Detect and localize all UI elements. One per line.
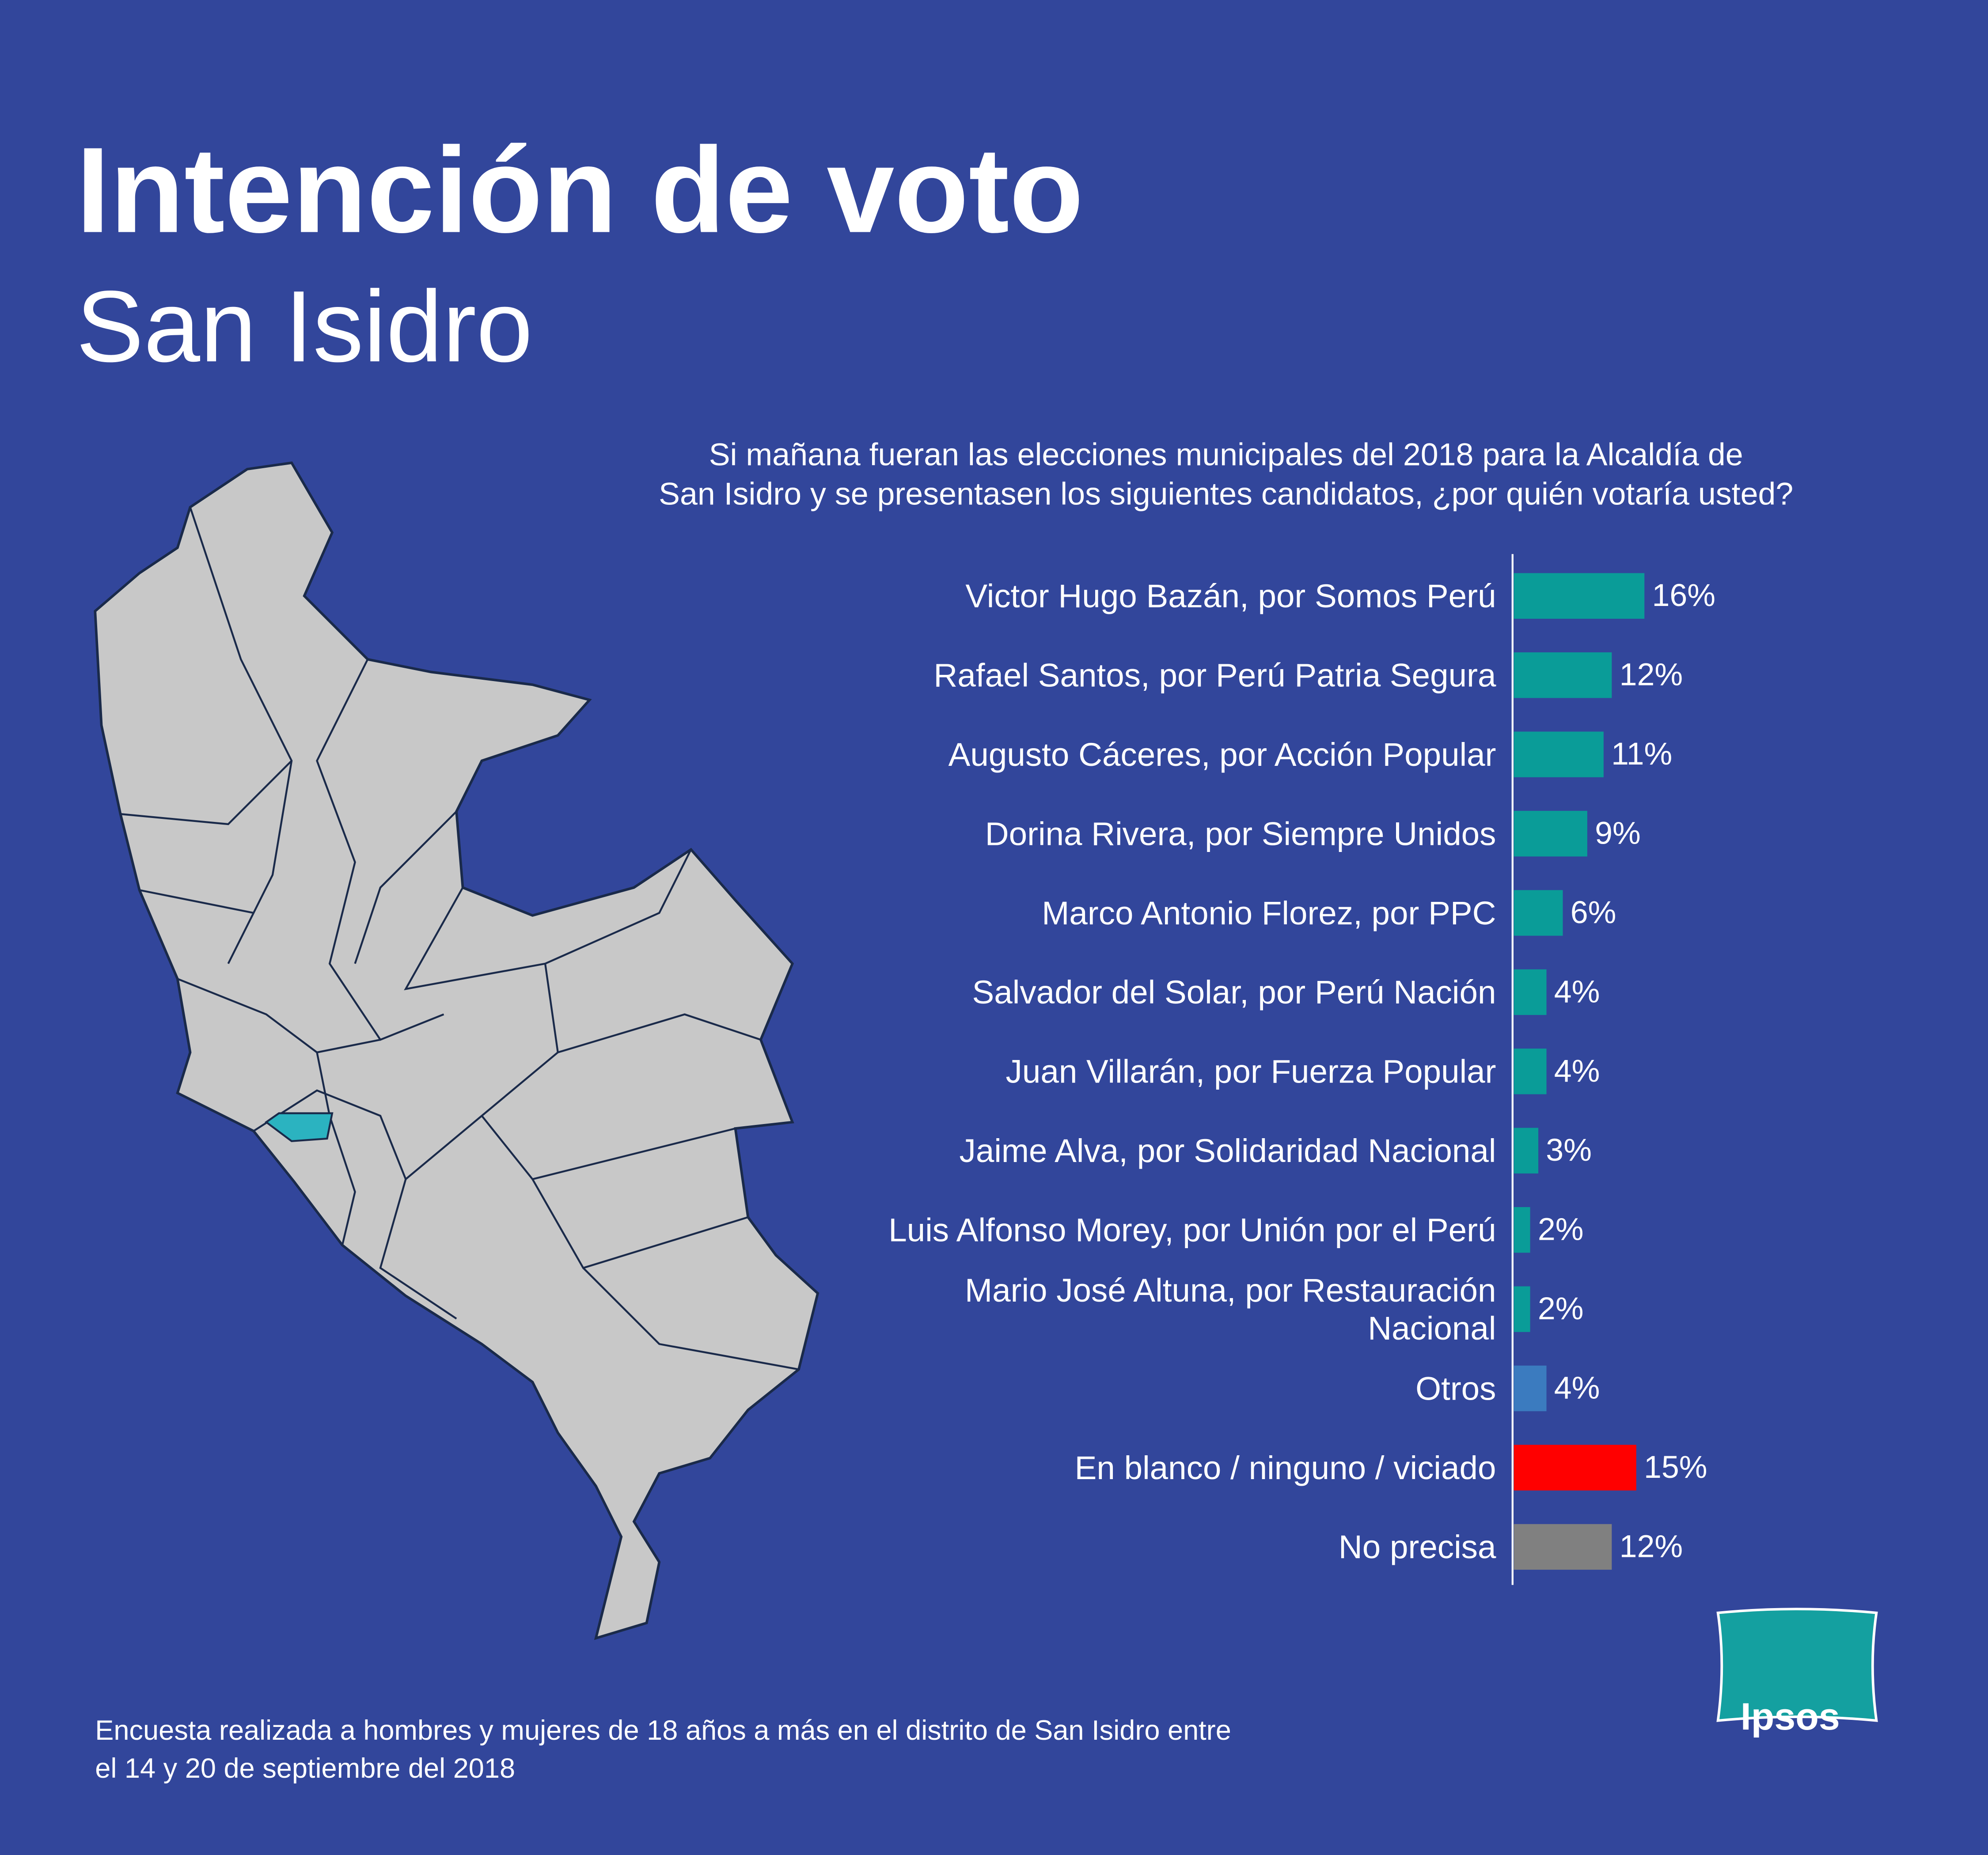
category-label: Salvador del Solar, por Perú Nación — [972, 973, 1496, 1011]
logo-text: Ipsos — [1741, 1696, 1840, 1738]
value-label: 6% — [1571, 895, 1616, 930]
subtitle: San Isidro — [76, 269, 533, 383]
map — [94, 461, 819, 1640]
footnote: Encuesta realizada a hombres y mujeres d… — [95, 1715, 1231, 1746]
footnote: el 14 y 20 de septiembre del 2018 — [95, 1753, 515, 1784]
map-outline — [94, 461, 819, 1640]
question: Si mañana fueran las elecciones municipa… — [709, 437, 1743, 473]
value-label: 12% — [1620, 1529, 1683, 1564]
category-label: Jaime Alva, por Solidaridad Nacional — [960, 1132, 1496, 1169]
bar — [1514, 1524, 1612, 1570]
value-label: 12% — [1620, 657, 1683, 693]
value-label: 4% — [1554, 974, 1600, 1009]
category-label: Victor Hugo Bazán, por Somos Perú — [965, 577, 1496, 614]
category-label: Otros — [1415, 1370, 1496, 1407]
category-label: Dorina Rivera, por Siempre Unidos — [985, 815, 1496, 852]
value-label: 11% — [1611, 736, 1672, 772]
value-label: 2% — [1538, 1212, 1584, 1247]
value-label: 2% — [1538, 1291, 1584, 1326]
bar — [1514, 1128, 1539, 1174]
category-line: Mario José Altuna, por Restauración — [965, 1272, 1496, 1309]
bar — [1514, 1365, 1547, 1412]
value-label: 16% — [1652, 578, 1715, 613]
question: San Isidro y se presentasen los siguient… — [659, 477, 1793, 512]
category-line: Nacional — [1368, 1310, 1496, 1347]
value-label: 4% — [1554, 1053, 1600, 1089]
category-label: No precisa — [1339, 1528, 1496, 1565]
category-label: Marco Antonio Florez, por PPC — [1042, 894, 1496, 931]
bar — [1514, 1207, 1530, 1253]
bar — [1514, 969, 1547, 1015]
category-label: Juan Villarán, por Fuerza Popular — [1006, 1053, 1496, 1090]
value-label: 4% — [1554, 1370, 1600, 1405]
title: Intención de voto — [76, 122, 1084, 258]
bar — [1514, 1445, 1636, 1491]
logo: Ipsos — [1716, 1608, 1878, 1738]
value-label: 9% — [1595, 816, 1641, 851]
category-label: Mario José Altuna, por Restauración Nacio… — [965, 1272, 1496, 1347]
bar — [1514, 573, 1645, 619]
bar — [1514, 1049, 1547, 1094]
category-label: Augusto Cáceres, por Acción Popular — [948, 736, 1496, 773]
logo-badge — [1716, 1608, 1878, 1722]
value-label: 3% — [1546, 1132, 1592, 1168]
category-label: En blanco / ninguno / viciado — [1075, 1449, 1496, 1486]
value-label: 15% — [1644, 1450, 1707, 1485]
map-highlight — [265, 1112, 334, 1142]
map-districts — [120, 507, 799, 1370]
bar — [1514, 1286, 1530, 1332]
bar — [1514, 890, 1563, 936]
bar — [1514, 731, 1604, 777]
bar — [1514, 810, 1587, 857]
category-label: Luis Alfonso Morey, por Unión por el Per… — [888, 1211, 1496, 1249]
category-label: Rafael Santos, por Perú Patria Segura — [933, 657, 1496, 694]
bar — [1514, 652, 1612, 698]
